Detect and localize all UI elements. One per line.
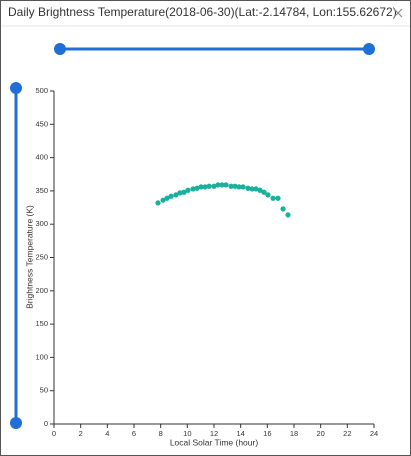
point: [232, 183, 238, 189]
point: [177, 190, 183, 196]
slider-handle[interactable]: [54, 43, 66, 55]
y-tick-label: 0: [44, 419, 48, 428]
point: [185, 187, 191, 193]
y-range-slider[interactable]: [10, 82, 22, 429]
slider-handle[interactable]: [10, 82, 22, 94]
point: [270, 195, 276, 201]
point: [223, 182, 229, 188]
point: [285, 212, 291, 218]
close-button[interactable]: [393, 8, 403, 18]
x-tick-label: 10: [183, 429, 191, 438]
x-range-slider[interactable]: [54, 43, 375, 55]
x-tick-label: 4: [105, 429, 109, 438]
point: [236, 184, 242, 190]
x-tick-label: 14: [236, 429, 244, 438]
close-icon: [393, 8, 403, 18]
x-tick-label: 8: [159, 429, 163, 438]
point: [211, 183, 217, 189]
point: [190, 186, 196, 192]
point: [168, 193, 174, 199]
point: [173, 192, 179, 198]
x-tick-label: 12: [210, 429, 218, 438]
point: [245, 185, 251, 191]
point: [219, 182, 225, 188]
y-tick-label: 500: [35, 86, 48, 95]
slider-handle[interactable]: [363, 43, 375, 55]
x-tick-label: 0: [52, 429, 56, 438]
y-tick-label: 300: [35, 219, 48, 228]
x-axis-label: Local Solar Time (hour): [170, 437, 259, 447]
point: [261, 189, 267, 195]
point: [253, 186, 259, 192]
point: [202, 184, 208, 190]
point: [228, 183, 234, 189]
point: [206, 183, 212, 189]
point: [280, 206, 286, 212]
point: [240, 184, 246, 190]
point: [181, 189, 187, 195]
point: [215, 182, 221, 188]
y-tick-label: 400: [35, 153, 48, 162]
y-tick-label: 50: [40, 386, 48, 395]
point: [160, 197, 166, 203]
y-tick-label: 150: [35, 319, 48, 328]
x-tick-label: 16: [263, 429, 271, 438]
x-tick-label: 22: [343, 429, 351, 438]
chart-title: Daily Brightness Temperature(2018-06-30)…: [8, 5, 397, 19]
x-tick-label: 20: [316, 429, 324, 438]
y-tick-label: 450: [35, 119, 48, 128]
point: [164, 195, 170, 201]
x-tick-label: 24: [370, 429, 378, 438]
y-tick-label: 250: [35, 252, 48, 261]
y-tick-label: 200: [35, 286, 48, 295]
point: [257, 187, 263, 193]
point: [198, 184, 204, 190]
point: [194, 185, 200, 191]
point: [249, 186, 255, 192]
y-axis-label: Brightness Temperature (K): [24, 205, 34, 309]
y-tick-label: 100: [35, 352, 48, 361]
slider-handle[interactable]: [10, 417, 22, 429]
x-tick-label: 2: [79, 429, 83, 438]
x-tick-label: 18: [290, 429, 298, 438]
point: [155, 200, 161, 206]
x-tick-label: 6: [132, 429, 136, 438]
point: [265, 192, 271, 198]
point: [275, 195, 281, 201]
y-tick-label: 350: [35, 186, 48, 195]
